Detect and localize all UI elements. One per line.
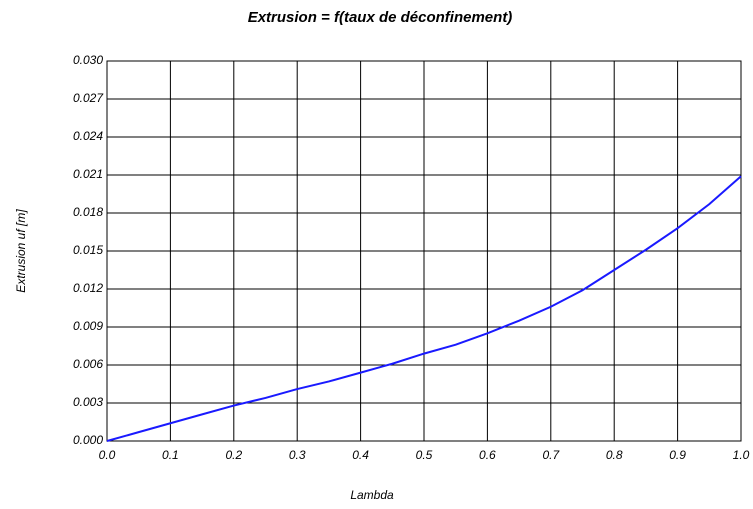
data-line (106, 175, 742, 442)
x-tick-label: 0.2 (225, 448, 242, 462)
y-tick-label: 0.012 (73, 281, 103, 295)
x-tick-label: 0.1 (162, 448, 179, 462)
y-tick-label: 0.000 (73, 433, 103, 447)
y-tick-label: 0.018 (73, 205, 103, 219)
y-tick-label: 0.024 (73, 129, 103, 143)
y-tick-label: 0.030 (73, 53, 103, 67)
y-tick-label: 0.009 (73, 319, 103, 333)
x-tick-label: 0.0 (99, 448, 116, 462)
x-tick-label: 0.3 (289, 448, 306, 462)
y-tick-label: 0.003 (73, 395, 103, 409)
y-tick-label: 0.027 (73, 91, 104, 105)
y-tick-label: 0.006 (73, 357, 103, 371)
x-tick-label: 0.4 (352, 448, 369, 462)
x-tick-label: 0.5 (416, 448, 433, 462)
x-tick-label: 0.9 (669, 448, 686, 462)
x-tick-label: 0.7 (542, 448, 560, 462)
y-tick-label: 0.021 (73, 167, 103, 181)
y-axis-label: Extrusion uf [m] (14, 209, 28, 293)
y-tick-label: 0.015 (73, 243, 103, 257)
x-tick-label: 0.8 (606, 448, 623, 462)
x-axis-label: Lambda (350, 488, 394, 502)
x-tick-label: 1.0 (733, 448, 750, 462)
x-tick-label: 0.6 (479, 448, 496, 462)
chart-title: Extrusion = f(taux de déconfinement) (248, 9, 513, 26)
